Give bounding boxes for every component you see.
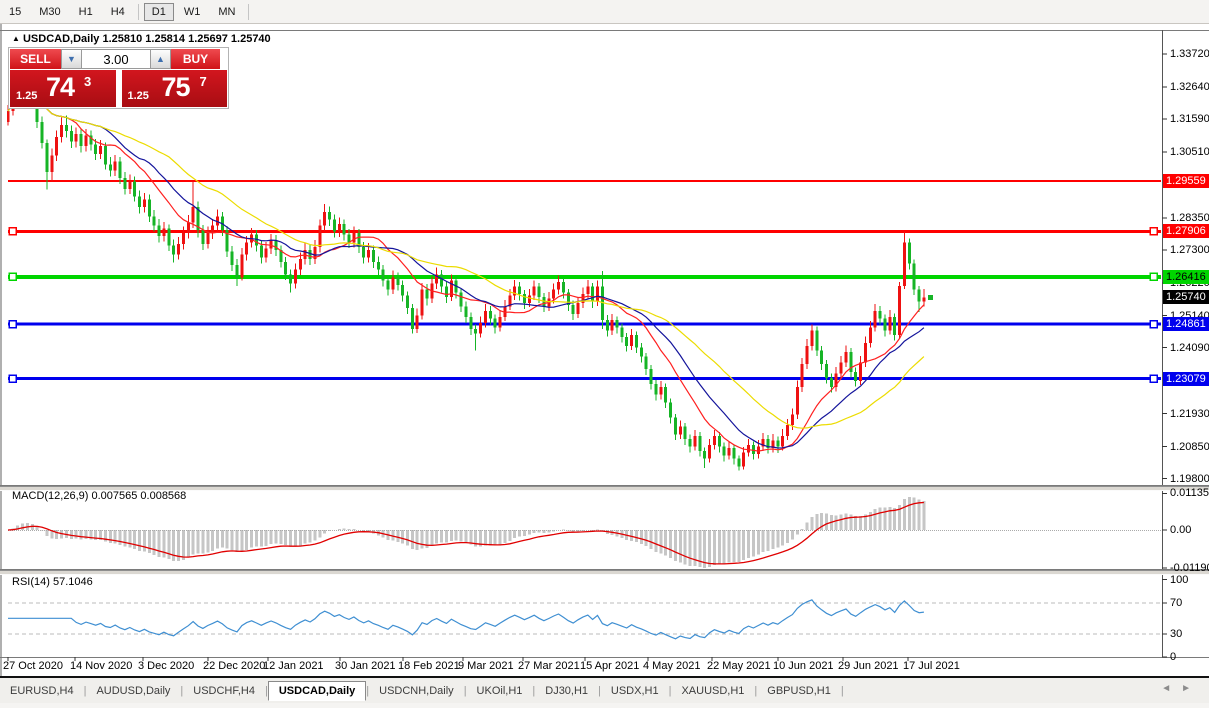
date-axis-tick: 18 Feb 2021 xyxy=(398,660,460,672)
rsi-axis-tick: 100 xyxy=(1170,573,1189,586)
price-axis-tick: 1.28350 xyxy=(1170,211,1209,224)
timeframe-button-mn[interactable]: MN xyxy=(218,5,236,18)
date-axis-tick: 27 Oct 2020 xyxy=(3,660,63,672)
timeframe-toolbar: 15 M30 H1 H4 D1 W1 MN xyxy=(0,0,1209,24)
price-axis-tick: 1.21930 xyxy=(1170,407,1209,420)
sell-price-pip: 3 xyxy=(84,74,92,89)
buy-price-main: 75 xyxy=(161,72,191,102)
chart-tab-xauusd-h1[interactable]: XAUUSD,H1 xyxy=(681,684,745,697)
price-axis-tick: 1.19800 xyxy=(1170,472,1209,485)
hline-price-badge: 1.26416 xyxy=(1163,269,1209,284)
macd-axis-tick: 0.01135 xyxy=(1170,487,1209,500)
macd-axis-tick: -0.01190 xyxy=(1170,562,1209,574)
timeframe-button-15[interactable]: 15 xyxy=(9,5,22,18)
hline-price-badge: 1.23079 xyxy=(1163,371,1209,386)
tab-separator: | xyxy=(463,684,467,697)
chart-symbol-label: USDCAD,Daily xyxy=(22,33,100,45)
tabbar-divider xyxy=(0,676,1209,678)
chart-window[interactable] xyxy=(0,24,1209,708)
hline-price-badge: 1.29559 xyxy=(1163,174,1209,188)
price-axis-tick: 1.32640 xyxy=(1170,81,1209,94)
rsi-axis-tick: 70 xyxy=(1170,596,1183,609)
timeframe-button-m30[interactable]: M30 xyxy=(39,5,61,18)
tab-separator: | xyxy=(598,684,601,697)
buy-price-pip: 7 xyxy=(199,74,207,89)
chart-collapse-icon[interactable]: ▲ xyxy=(12,34,20,43)
chart-tab-eurusd-h4[interactable]: EURUSD,H4 xyxy=(10,684,74,697)
sell-quote[interactable]: 1.25 74 3 xyxy=(10,70,116,107)
timeframe-button-d1[interactable]: D1 xyxy=(143,2,174,21)
timeframe-button-w1[interactable]: W1 xyxy=(183,5,201,18)
tab-scroll-right-icon[interactable]: ► xyxy=(1181,683,1201,694)
buy-price-prefix: 1.25 xyxy=(127,90,149,102)
date-axis-tick: 17 Jul 2021 xyxy=(903,660,960,672)
rsi-indicator-label: RSI(14) 57.1046 xyxy=(12,576,93,588)
hline-price-badge: 1.24861 xyxy=(1163,317,1209,332)
rsi-axis-tick: 30 xyxy=(1170,627,1183,640)
price-axis-tick: 1.20850 xyxy=(1170,440,1209,453)
tab-scroll-left-icon[interactable]: ◄ xyxy=(1161,683,1182,694)
tab-separator: | xyxy=(180,684,184,697)
volume-increase-button[interactable]: ▲ xyxy=(150,49,171,69)
macd-panel-separator[interactable] xyxy=(0,486,1209,491)
one-click-trading-panel: SELL ▼ ▲ BUY 1.25 74 3 1.25 75 7 xyxy=(8,47,229,109)
status-strip xyxy=(0,703,1209,708)
date-axis-tick: 29 Jun 2021 xyxy=(838,660,899,672)
buy-quote[interactable]: 1.25 75 7 xyxy=(121,70,227,107)
sell-price-prefix: 1.25 xyxy=(16,90,38,102)
chart-tab-usdx-h1[interactable]: USDX,H1 xyxy=(610,684,659,697)
sell-price-main: 74 xyxy=(46,72,75,102)
macd-axis-tick: 0.00 xyxy=(1170,524,1192,536)
chart-ohlc-values: 1.25810 1.25814 1.25697 1.25740 xyxy=(102,33,271,45)
price-axis-tick: 1.24090 xyxy=(1170,341,1209,354)
date-axis-tick: 30 Jan 2021 xyxy=(335,660,396,672)
tab-separator: | xyxy=(840,684,844,697)
tab-separator: | xyxy=(366,684,370,697)
volume-input[interactable] xyxy=(82,49,150,69)
tab-separator: | xyxy=(532,684,536,697)
date-axis-tick: 12 Jan 2021 xyxy=(263,660,324,672)
macd-indicator-label: MACD(12,26,9) 0.007565 0.008568 xyxy=(12,490,187,502)
date-axis-tick: 15 Apr 2021 xyxy=(580,660,640,672)
date-axis-tick: 9 Mar 2021 xyxy=(458,660,514,672)
toolbar-separator xyxy=(137,3,139,20)
sell-button[interactable]: SELL xyxy=(10,49,61,69)
chart-tab-gbpusd-h1[interactable]: GBPUSD,H1 xyxy=(767,684,831,697)
volume-decrease-button[interactable]: ▼ xyxy=(61,49,82,69)
timeframe-button-h1[interactable]: H1 xyxy=(78,5,93,18)
buy-button[interactable]: BUY xyxy=(171,49,220,69)
chart-tab-usdcnh-daily[interactable]: USDCNH,Daily xyxy=(379,684,454,697)
tab-scroll-arrows: ◄► xyxy=(1161,683,1201,694)
date-axis-tick: 10 Jun 2021 xyxy=(773,660,834,672)
price-axis-tick: 1.30510 xyxy=(1170,146,1209,158)
chart-tab-usdcad-daily[interactable]: USDCAD,Daily xyxy=(267,680,367,701)
date-axis-tick: 22 May 2021 xyxy=(707,660,771,672)
chart-tab-ukoil-h1[interactable]: UKOil,H1 xyxy=(476,684,523,697)
tab-separator: | xyxy=(754,684,758,697)
chart-tab-audusd-daily[interactable]: AUDUSD,Daily xyxy=(96,684,171,697)
date-axis-tick: 4 May 2021 xyxy=(643,660,701,672)
chart-tab-dj30-h1[interactable]: DJ30,H1 xyxy=(545,684,589,697)
timeframe-button-h4[interactable]: H4 xyxy=(110,5,125,18)
current-price-badge: 1.25740 xyxy=(1163,290,1209,305)
tab-separator: | xyxy=(265,684,268,697)
date-axis-tick: 27 Mar 2021 xyxy=(518,660,580,672)
chart-tab-usdchf-h4[interactable]: USDCHF,H4 xyxy=(193,684,255,697)
price-axis-tick: 1.27300 xyxy=(1170,243,1209,256)
tab-separator: | xyxy=(668,684,672,697)
tab-separator: | xyxy=(83,684,87,697)
chart-tabs-bar: EURUSD,H4 | AUDUSD,Daily | USDCHF,H4 | USDCAD,… xyxy=(0,678,1209,703)
toolbar-separator xyxy=(248,3,250,20)
rsi-panel-separator[interactable] xyxy=(0,570,1209,575)
date-axis-tick: 14 Nov 2020 xyxy=(70,660,133,672)
price-axis-tick: 1.33720 xyxy=(1170,48,1209,61)
date-axis-tick: 22 Dec 2020 xyxy=(203,660,266,672)
hline-price-badge: 1.27906 xyxy=(1163,224,1209,239)
date-axis-tick: 3 Dec 2020 xyxy=(138,660,195,672)
rsi-axis-tick: 0 xyxy=(1170,651,1177,663)
chart-title: ▲ USDCAD,Daily 1.25810 1.25814 1.25697 1… xyxy=(12,33,271,45)
price-axis-tick: 1.31590 xyxy=(1170,113,1209,126)
